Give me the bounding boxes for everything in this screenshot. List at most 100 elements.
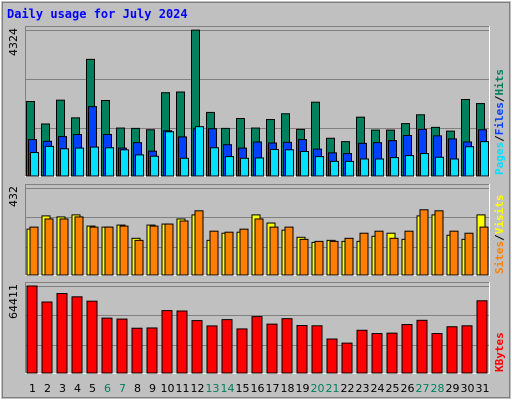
sites-bar [89,226,99,276]
kbytes-bar [476,300,488,374]
kbytes-bar [356,329,368,374]
x-tick-label: 22 [341,382,355,395]
x-tick-label: 13 [206,382,220,395]
kbytes-bar [131,327,143,374]
kbytes-bar [431,333,443,374]
kbytes-bar [401,324,413,374]
legend-entry: Hits [493,69,506,96]
sites-bar [29,226,39,276]
y-axis-max-label-1: 432 [7,186,20,207]
sites-bar [314,240,324,276]
x-tick-label: 29 [446,382,460,395]
sites-bar [224,231,234,276]
sites-bar [479,226,489,276]
pages-bar [225,156,234,177]
legend-1: Sites/Visits [493,195,506,275]
kbytes-bar [326,338,338,374]
sites-bar [419,209,429,276]
pages-bar [30,152,39,177]
pages-bar [135,154,144,177]
x-tick-label: 16 [251,382,265,395]
pages-bar [405,155,414,177]
kbytes-bar [416,319,428,374]
sites-bar [59,218,69,276]
sites-bar [359,232,369,276]
pages-bar [330,160,339,177]
panel-2 [25,282,490,374]
x-tick-label: 15 [236,382,250,395]
x-tick-label: 12 [191,382,205,395]
kbytes-bar [236,328,248,374]
x-tick-label: 30 [461,382,475,395]
pages-bar [60,148,69,177]
chart-title: Daily usage for July 2024 [7,7,188,21]
sites-bar [284,226,294,276]
kbytes-bar [461,325,473,374]
sites-bar [194,210,204,276]
sites-bar [374,230,384,276]
y-axis-max-label-0: 4324 [7,28,20,56]
pages-bar [270,148,279,177]
x-tick-label: 3 [59,382,66,395]
pages-bar [390,157,399,177]
panel-0 [25,26,490,177]
x-tick-label: 7 [119,382,126,395]
kbytes-bar [266,323,278,374]
pages-bar [210,147,219,177]
sites-bar [464,232,474,276]
x-tick-label: 10 [161,382,175,395]
sites-bar [104,226,114,276]
x-tick-label: 21 [326,382,340,395]
pages-bar [165,131,174,177]
sites-bar [149,225,159,276]
legend-entry: KBytes [493,332,506,372]
legend-entry: Sites [493,241,506,274]
sites-bar [329,240,339,276]
sites-bar [239,228,249,276]
x-tick-label: 17 [266,382,280,395]
sites-bar [209,230,219,276]
sites-bar [44,218,54,276]
x-tick-label: 20 [311,382,325,395]
kbytes-bar [311,325,323,374]
sites-bar [254,218,264,276]
kbytes-bar [296,324,308,374]
panel-1 [25,184,490,276]
x-tick-label: 18 [281,382,295,395]
x-tick-label: 27 [416,382,430,395]
pages-bar [300,151,309,177]
x-tick-label: 2 [44,382,51,395]
kbytes-bar [56,293,68,374]
sites-bar [344,237,354,276]
sites-bar [164,223,174,276]
legend-entry: Files [493,102,506,135]
kbytes-bar [161,310,173,374]
pages-bar [90,146,99,177]
kbytes-bar [386,332,398,374]
sites-bar [434,210,444,276]
pages-bar [105,147,114,177]
kbytes-bar [71,296,83,374]
sites-bar [404,230,414,276]
pages-bar [345,160,354,177]
pages-bar [375,158,384,177]
pages-bar [420,153,429,177]
kbytes-bar [371,333,383,374]
sites-bar [449,230,459,276]
pages-bar [435,156,444,177]
kbytes-bar [446,326,458,374]
sites-bar [179,220,189,276]
legend-entry: Visits [493,195,506,235]
legend-entry: / [493,95,506,102]
kbytes-bar [176,310,188,374]
x-tick-label: 23 [356,382,370,395]
x-tick-label: 9 [149,382,156,395]
pages-bar [360,158,369,177]
pages-bar [255,157,264,177]
pages-bar [480,141,489,177]
legend-entry: / [493,135,506,142]
pages-bar [150,155,159,177]
